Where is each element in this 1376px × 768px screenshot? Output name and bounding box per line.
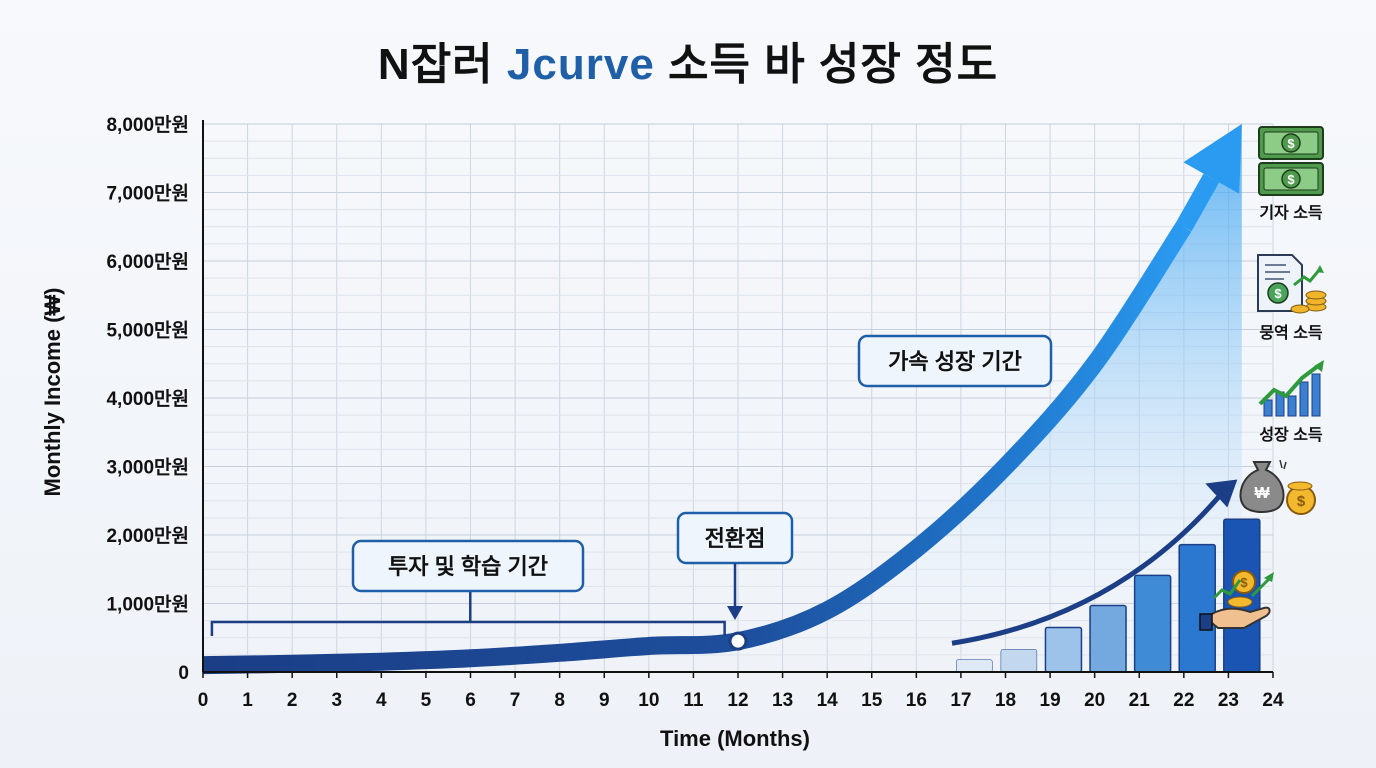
x-tick-label: 10 [638,690,659,711]
tick-labels: 0 1 2 3 4 5 6 7 8 9 10 11 12 13 14 15 16 17 18 19 20 21 22 23 24… [106,114,1284,711]
x-tick-label: 23 [1218,690,1239,711]
bar-trend-arrowhead [1205,479,1238,508]
x-tick-label: 1 [242,690,253,711]
x-tick-label: 13 [772,690,793,711]
bar [956,659,993,673]
side-icon-label-3: 성장 소득 [1259,426,1323,444]
bar [1044,626,1083,673]
curve-area-fill [738,124,1242,672]
turning-point-label: 전환점 [705,526,766,551]
svg-text:$: $ [1297,493,1306,510]
investment-period-box [351,539,585,593]
money-bag-icon: ₩ $ [1239,459,1316,515]
x-tick-label: 11 [683,690,704,711]
title-accent: Jcurve [506,40,655,89]
x-tick-label: 8 [554,690,565,711]
acceleration-period-label: 가속 성장 기간 [888,349,1022,374]
investment-bracket [210,620,726,636]
turning-point-pointer-head [727,606,743,620]
x-tick-label: 15 [861,690,883,711]
y-tick-label: 3,000만원 [106,457,189,479]
svg-text:$: $ [1240,575,1248,590]
bar-series [951,479,1261,673]
x-tick-label: 4 [376,690,387,711]
y-tick-label: 2,000만원 [106,525,189,547]
x-tick-label: 19 [1040,690,1061,711]
x-tick-label: 18 [995,690,1016,711]
side-icon-2: $ 뭉역 소득 [1257,254,1327,342]
x-tick-label: 20 [1084,690,1105,711]
title-part2: 소득 바 성장 정도 [668,40,999,89]
y-tick-label: 1,000만원 [106,594,189,616]
x-tick-label: 6 [465,690,476,711]
y-tick-label: 4,000만원 [106,388,189,410]
x-tick-label: 3 [331,690,342,711]
x-tick-label: 22 [1173,690,1194,711]
x-tick-label: 17 [950,690,971,711]
y-tick-label: 7,000만원 [106,183,189,205]
hand-coins-icon: $ [1199,570,1274,631]
svg-text:$: $ [1274,286,1282,301]
side-icon-1: $ $ 기자 소득 [1258,126,1324,222]
y-tick-label: 6,000만원 [106,251,189,273]
x-tick-label: 2 [287,690,298,711]
x-tick-label: 0 [198,690,209,711]
side-icon-3: 성장 소득 [1258,360,1324,444]
y-tick-label: 5,000만원 [106,320,189,342]
y-axis-label: Monthly Income (₩) [40,288,65,497]
growth-chart-icon [1258,360,1324,417]
x-tick-label: 14 [817,690,839,711]
side-icon-label-1: 기자 소득 [1259,204,1323,222]
money-icon: $ $ [1258,126,1324,196]
svg-text:$: $ [1287,172,1295,187]
x-tick-label: 9 [599,690,610,711]
side-icon-label-2: 뭉역 소득 [1259,324,1323,342]
bar [1000,649,1038,673]
trade-document-icon: $ [1257,254,1327,314]
investment-period-label: 투자 및 학습 기간 [388,554,548,579]
x-tick-label: 21 [1129,690,1151,711]
x-tick-label: 24 [1262,690,1284,711]
bar [1089,604,1127,673]
x-tick-label: 12 [727,690,748,711]
x-axis-label: Time (Months) [660,726,810,751]
svg-text:₩: ₩ [1254,485,1270,502]
x-tick-label: 5 [421,690,432,711]
acceleration-period-box [857,334,1053,388]
svg-text:$: $ [1287,136,1295,151]
chart-title: N잡러 Jcurve 소득 바 성장 정도 [0,28,1376,92]
y-tick-label: 8,000만원 [106,114,189,136]
annotations: 투자 및 학습 기간 전환점 가속 성장 기간 [210,334,1053,636]
j-curve-arrowhead [1183,124,1242,194]
y-tick-label: 0 [178,663,189,684]
bar [1178,543,1216,673]
curve-area [738,124,1242,672]
x-tick-label: 16 [906,690,927,711]
x-tick-label: 7 [510,690,521,711]
bar [1133,574,1172,673]
turning-point-marker [728,631,748,651]
j-curve-tail [1175,173,1220,232]
title-part1: N잡러 [377,40,494,89]
j-curve [202,124,1242,675]
bar-trend-arrow [951,489,1226,646]
